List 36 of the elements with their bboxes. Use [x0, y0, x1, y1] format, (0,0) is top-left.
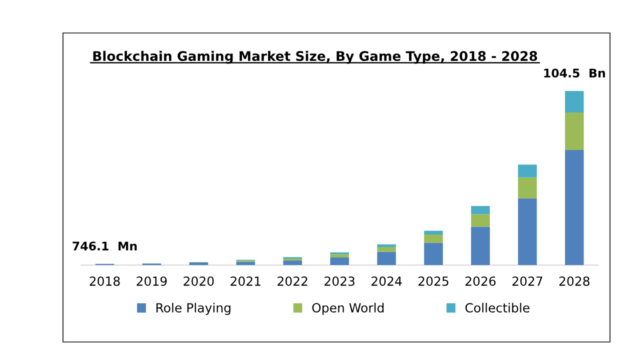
bar	[424, 242, 443, 266]
bar	[471, 226, 490, 266]
bar	[564, 90, 584, 113]
x-tick-label: 2018	[90, 276, 120, 286]
x-tick-label: 2028	[559, 276, 590, 286]
bar	[518, 164, 537, 178]
bar	[189, 262, 208, 266]
x-tick-label: 2020	[184, 276, 214, 286]
x-tick-label: 2019	[136, 276, 167, 286]
x-tick-label: 2023	[324, 276, 354, 286]
bar	[330, 254, 349, 258]
legend-label: Collectible	[465, 302, 530, 313]
annotation: 746.1 Mn	[72, 242, 137, 250]
bar	[471, 214, 490, 227]
bar	[564, 150, 584, 266]
bar	[424, 230, 443, 234]
bar	[518, 198, 537, 266]
bar	[377, 252, 396, 266]
bar	[471, 206, 490, 214]
bar	[330, 257, 349, 266]
bar	[518, 177, 537, 198]
x-tick-label: 2025	[418, 276, 448, 286]
x-tick-label: 2024	[372, 276, 402, 286]
annotation: 104.5 Bn	[544, 68, 605, 78]
x-tick-label: 2026	[465, 276, 496, 286]
bar	[377, 246, 396, 252]
bar	[283, 260, 302, 266]
legend-label: Role Playing	[156, 302, 230, 315]
legend-label: Open World	[312, 302, 384, 315]
chart-title: Blockchain Gaming Market Size, By Game Type, 2018 - 2028	[93, 50, 538, 64]
bar	[564, 112, 584, 150]
x-tick-label: 2027	[512, 276, 542, 286]
bar	[377, 244, 396, 247]
x-tick-label: 2022	[278, 276, 308, 286]
x-tick-label: 2021	[230, 276, 260, 286]
bar	[424, 234, 443, 243]
